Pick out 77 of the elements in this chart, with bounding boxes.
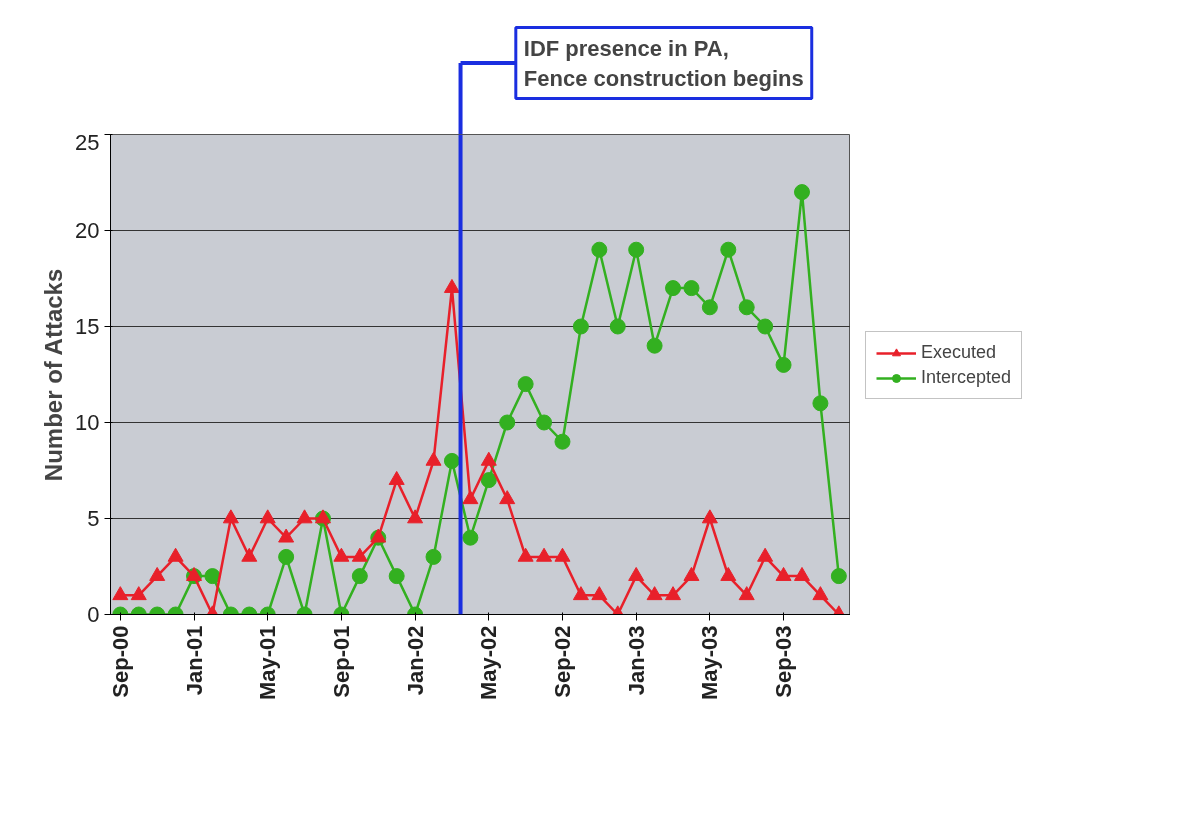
point [333,547,350,562]
point [167,547,184,562]
x-tick-label: Jan-03 [623,625,649,696]
point [186,566,203,581]
point [241,547,258,562]
x-tick-label: Sep-00 [107,625,133,698]
legend-label: Executed [921,342,997,363]
point [683,566,700,581]
x-tick-label: Sep-01 [328,625,354,698]
y-tick-label: 0 [87,602,100,627]
x-tick-label: Sep-02 [549,625,575,698]
y-axis-title: Number of Attacks [40,268,68,482]
point [278,548,295,565]
point [738,586,755,601]
point [554,547,571,562]
point [609,318,626,335]
point [591,586,608,601]
x-tick-label: Jan-01 [181,625,207,696]
point [130,586,147,601]
point [628,241,645,258]
point [480,472,497,489]
point [407,509,424,524]
point [572,586,589,601]
point [112,586,129,601]
point [793,184,810,201]
point [720,566,737,581]
legend-label: IDF presence in PA, Fence construction begins [523,35,804,91]
point [222,509,239,524]
y-tick-label: 25 [75,129,100,155]
point [646,586,663,601]
x-tick-label: Jan-02 [402,625,428,696]
point [554,433,571,450]
point [572,318,589,335]
y-tick-label: 10 [75,410,100,435]
point [665,586,682,601]
point [646,337,663,354]
point [278,528,295,543]
point [462,529,479,546]
point [757,547,774,562]
point [443,452,460,469]
point [351,547,368,562]
point [720,241,737,258]
point [425,548,442,565]
x-tick-label: May-03 [697,625,723,701]
point [591,241,608,258]
point [536,547,553,562]
point [425,451,442,466]
point [296,509,313,524]
y-tick-label: 5 [87,506,100,531]
point [462,490,479,505]
point [149,566,166,581]
point [812,395,829,412]
point [775,566,792,581]
point [517,376,534,393]
point [793,566,810,581]
point [701,299,718,316]
point [388,470,405,485]
point [812,586,829,601]
point [628,566,645,581]
point [701,509,718,524]
legend-label: Intercepted [921,367,1012,388]
x-tick-label: Sep-03 [771,625,797,698]
y-tick-label: 20 [75,218,100,243]
x-tick-label: May-02 [476,625,502,701]
point [738,299,755,316]
point [499,490,516,505]
point [259,509,276,524]
point [775,356,792,373]
point [517,547,534,562]
point [536,414,553,431]
x-tick-label: May-01 [255,625,281,701]
point [480,451,497,466]
y-tick-label: 15 [75,314,100,339]
point [757,318,774,335]
point [499,414,516,431]
point [683,280,700,297]
point [665,280,682,297]
